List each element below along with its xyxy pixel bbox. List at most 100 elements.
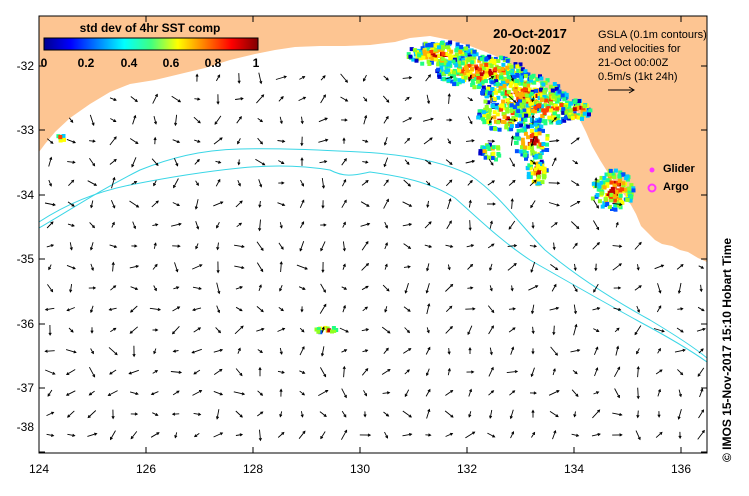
sst-pixel xyxy=(496,59,501,64)
sst-pixel xyxy=(546,106,551,111)
sst-pixel xyxy=(567,112,572,117)
sst-pixel xyxy=(476,115,481,120)
velocity-arrow xyxy=(508,327,516,333)
velocity-arrow xyxy=(342,221,346,228)
sst-pixel xyxy=(528,175,533,179)
velocity-arrow xyxy=(174,114,178,127)
sst-pixel xyxy=(514,79,519,84)
velocity-arrow xyxy=(678,389,682,398)
sst-pixel xyxy=(467,63,472,68)
sst-pixel xyxy=(513,89,518,94)
velocity-arrow xyxy=(300,157,304,166)
sst-pixel xyxy=(508,83,513,88)
sst-pixel xyxy=(523,87,528,92)
velocity-arrow xyxy=(571,180,580,186)
sst-pixel xyxy=(560,91,565,96)
sst-pixel xyxy=(475,79,480,84)
sst-pixel xyxy=(439,65,444,70)
velocity-arrow xyxy=(258,284,262,292)
velocity-arrow xyxy=(216,261,220,274)
velocity-arrow xyxy=(572,370,578,375)
velocity-arrow xyxy=(489,347,493,356)
sst-pixel xyxy=(432,43,437,48)
sst-pixel xyxy=(605,172,610,177)
velocity-arrow xyxy=(130,305,138,313)
sst-pixel xyxy=(552,111,557,116)
velocity-arrow xyxy=(342,304,346,313)
sst-pixel xyxy=(509,109,514,113)
sst-pixel xyxy=(534,154,539,159)
sst-pixel xyxy=(529,171,534,176)
velocity-arrow xyxy=(111,409,115,420)
velocity-arrow xyxy=(489,220,493,229)
velocity-arrow xyxy=(552,430,557,440)
y-tick-label: -35 xyxy=(16,252,34,266)
sst-pixel xyxy=(509,124,514,129)
sst-pixel xyxy=(445,42,450,47)
velocity-arrow xyxy=(213,201,224,207)
sst-pixel xyxy=(513,62,518,67)
velocity-arrow xyxy=(318,117,328,123)
y-tick-label: -36 xyxy=(16,317,34,331)
velocity-arrow xyxy=(216,94,220,105)
velocity-arrow xyxy=(87,432,98,437)
sst-pixel xyxy=(631,186,636,191)
velocity-arrow xyxy=(508,95,517,103)
velocity-arrow xyxy=(487,243,495,249)
sst-pixel xyxy=(575,106,580,110)
sst-pixel xyxy=(576,115,581,120)
velocity-arrow xyxy=(341,286,348,290)
sst-pixel xyxy=(58,135,63,139)
velocity-arrow xyxy=(531,431,536,438)
velocity-arrow xyxy=(153,180,157,187)
sst-pixel xyxy=(585,110,590,115)
velocity-arrow xyxy=(48,264,52,271)
velocity-arrow xyxy=(425,346,431,355)
sst-pixel xyxy=(483,155,488,160)
velocity-arrow xyxy=(256,241,264,252)
velocity-arrow xyxy=(425,388,431,397)
sst-pixel xyxy=(520,104,525,109)
velocity-arrow xyxy=(47,389,53,397)
velocity-arrow xyxy=(153,115,158,125)
sst-pixel xyxy=(418,56,423,61)
sst-pixel xyxy=(454,63,459,68)
glider-marker[interactable] xyxy=(649,167,655,173)
velocity-arrow xyxy=(66,138,76,144)
velocity-arrow xyxy=(128,369,139,375)
sst-pixel xyxy=(452,82,457,87)
velocity-arrow xyxy=(215,160,222,164)
velocity-arrow xyxy=(446,118,453,122)
velocity-arrow xyxy=(403,348,412,354)
sst-pixel xyxy=(481,117,486,122)
sst-pixel xyxy=(430,45,435,50)
sst-pixel xyxy=(526,135,531,140)
sst-pixel xyxy=(463,75,468,80)
velocity-arrow xyxy=(69,284,73,293)
velocity-arrow xyxy=(653,328,665,333)
sst-pixel xyxy=(597,184,602,189)
velocity-arrow xyxy=(615,221,619,228)
velocity-arrow xyxy=(573,411,577,418)
velocity-arrow xyxy=(528,285,539,291)
sst-pixel xyxy=(509,103,514,108)
sst-pixel xyxy=(587,112,591,117)
argo-marker[interactable] xyxy=(647,183,657,193)
sst-pixel xyxy=(446,45,450,50)
velocity-arrow xyxy=(66,369,76,375)
velocity-arrow xyxy=(299,199,305,208)
velocity-arrow xyxy=(320,94,326,104)
velocity-arrow xyxy=(87,410,97,419)
imos-credit: © IMOS 15-Nov-2017 15:10 Hobart Time xyxy=(720,237,734,462)
sst-pixel xyxy=(522,153,527,158)
sst-pixel xyxy=(516,68,521,73)
sst-pixel xyxy=(440,56,445,61)
velocity-arrow xyxy=(319,303,327,314)
sst-pixel xyxy=(544,168,549,173)
sst-pixel xyxy=(449,74,454,79)
velocity-arrow xyxy=(195,73,199,82)
velocity-arrow xyxy=(403,265,411,269)
sst-pixel xyxy=(552,82,557,86)
velocity-arrow xyxy=(278,307,284,312)
